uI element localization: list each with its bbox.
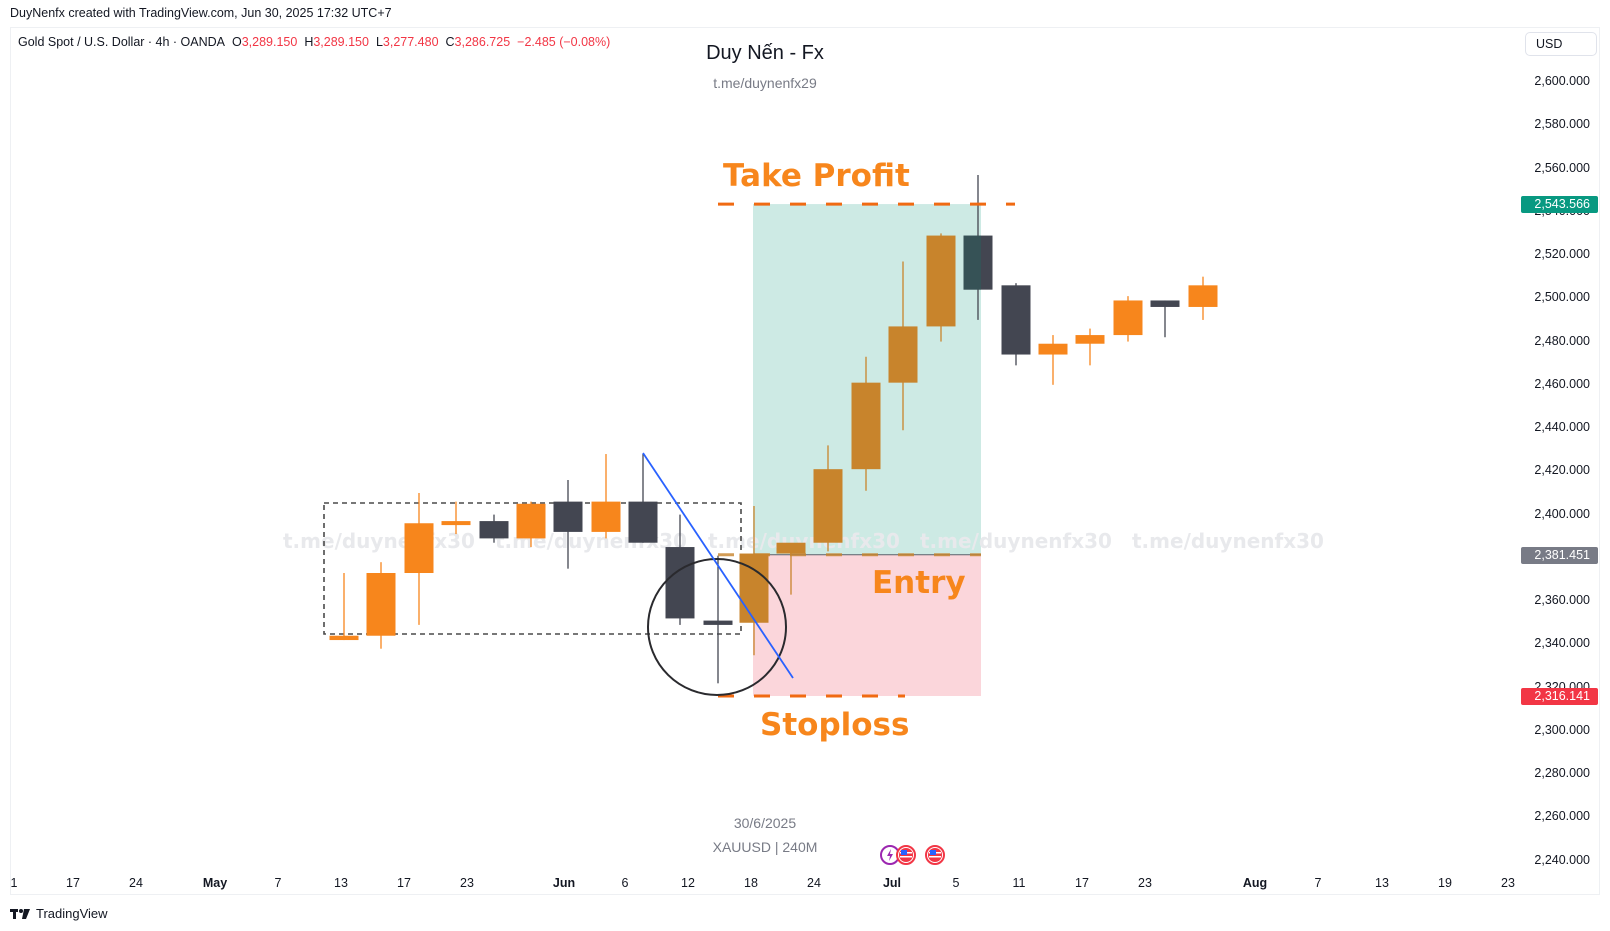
time-tick: 5 (952, 876, 960, 890)
chart-frame (10, 27, 1600, 895)
candle-body[interactable] (813, 469, 843, 543)
chart-subtitle: t.me/duynenfx29 (713, 75, 817, 91)
price-tick: 2,580.000 (1534, 117, 1590, 132)
price-tick: 2,520.000 (1534, 247, 1590, 262)
change-value: −2.485 (−0.08%) (517, 35, 611, 49)
time-tick: 13 (1375, 876, 1389, 890)
time-tick: 18 (744, 876, 758, 890)
candle-body[interactable] (329, 635, 359, 641)
time-tick: 24 (807, 876, 821, 890)
time-tick: 13 (334, 876, 348, 890)
price-tick: 2,440.000 (1534, 420, 1590, 435)
candle-body[interactable] (665, 547, 695, 619)
candle-body[interactable] (591, 501, 621, 532)
take-profit-price-label: 2,543.566 (1521, 196, 1598, 213)
time-tick: 12 (681, 876, 695, 890)
candle-body[interactable] (1075, 335, 1105, 344)
stoploss-label[interactable]: Stoploss (760, 707, 909, 743)
candle-body[interactable] (851, 382, 881, 470)
price-tick: 2,460.000 (1534, 376, 1590, 391)
price-tick: 2,480.000 (1534, 333, 1590, 348)
time-tick: 23 (1138, 876, 1152, 890)
us-flag-event-icon[interactable] (925, 845, 945, 865)
snapshot-date: 30/6/2025 (733, 815, 797, 831)
entry-label[interactable]: Entry (872, 565, 966, 601)
time-tick: 23 (1501, 876, 1515, 890)
open-value: 3,289.150 (241, 35, 298, 49)
consolidation-box[interactable] (323, 502, 742, 635)
time-tick: 7 (274, 876, 282, 890)
close-value: 3,286.725 (454, 35, 511, 49)
trendline[interactable] (642, 452, 794, 679)
high-label: H (304, 35, 314, 49)
time-tick: 24 (129, 876, 143, 890)
low-value: 3,277.480 (382, 35, 439, 49)
tradingview-logo-icon (10, 908, 30, 919)
time-tick: 11 (1012, 876, 1026, 890)
pinbar-circle[interactable] (647, 558, 787, 696)
price-tick: 2,300.000 (1534, 722, 1590, 737)
candle-body[interactable] (1188, 285, 1218, 307)
price-tick: 2,280.000 (1534, 766, 1590, 781)
candle-body[interactable] (1113, 300, 1143, 336)
stoploss-price-label: 2,316.141 (1521, 688, 1598, 705)
candle-body[interactable] (366, 573, 396, 636)
tradingview-logo-text: TradingView (36, 906, 108, 921)
time-tick: 17 (1075, 876, 1089, 890)
time-tick: 1 (10, 876, 18, 890)
time-tick: May (202, 876, 228, 890)
time-tick: 6 (621, 876, 629, 890)
time-tick: Aug (1242, 876, 1268, 890)
price-tick: 2,260.000 (1534, 809, 1590, 824)
price-tick: 2,500.000 (1534, 290, 1590, 305)
price-tick: 2,240.000 (1534, 852, 1590, 867)
time-tick: 7 (1314, 876, 1322, 890)
candle-body[interactable] (1150, 300, 1180, 307)
time-tick: Jul (882, 876, 902, 890)
candle-body[interactable] (441, 521, 471, 526)
candle-body[interactable] (516, 503, 546, 539)
candle-zone-overlay (963, 235, 981, 290)
candle-body[interactable] (1038, 343, 1068, 355)
low-label: L (375, 35, 383, 49)
candle-body[interactable] (1001, 285, 1031, 355)
candle-body[interactable] (553, 501, 583, 532)
entry-price-label: 2,381.451 (1521, 547, 1598, 564)
price-tick: 2,600.000 (1534, 74, 1590, 88)
watermark-text: t.me/duynenfx30 (1132, 529, 1324, 553)
high-value: 3,289.150 (313, 35, 369, 49)
price-tick: 2,400.000 (1534, 506, 1590, 521)
take-profit-label[interactable]: Take Profit (723, 158, 910, 194)
chart-title: Duy Nến - Fx (706, 42, 824, 64)
price-tick: 2,420.000 (1534, 463, 1590, 478)
time-tick: 19 (1438, 876, 1452, 890)
candle-body[interactable] (776, 542, 806, 554)
watermark-text: t.me/duynenfx30 (920, 529, 1112, 553)
time-tick: 17 (397, 876, 411, 890)
open-label: O (231, 35, 242, 49)
price-tick: 2,560.000 (1534, 160, 1590, 175)
close-label: C (445, 35, 455, 49)
watermark-text: t.me/duynenfx30 (283, 529, 475, 553)
time-tick: 23 (460, 876, 474, 890)
candle-body[interactable] (888, 326, 918, 383)
credit-line: DuyNenfx created with TradingView.com, J… (10, 6, 392, 20)
us-flag-event-icon[interactable] (896, 845, 916, 865)
candle-body[interactable] (628, 501, 658, 543)
candle-body[interactable] (703, 620, 733, 625)
symbol-legend: Gold Spot / U.S. Dollar · 4h · OANDA O3,… (18, 35, 617, 49)
tradingview-logo[interactable]: TradingView (10, 906, 108, 921)
time-tick: 17 (66, 876, 80, 890)
price-tick: 2,360.000 (1534, 593, 1590, 608)
candle-body[interactable] (926, 235, 956, 327)
symbol-name[interactable]: Gold Spot / U.S. Dollar · 4h · OANDA (18, 35, 226, 49)
candle-body[interactable] (404, 523, 434, 574)
time-tick: Jun (552, 876, 576, 890)
currency-button[interactable]: USD (1525, 32, 1597, 56)
price-tick: 2,340.000 (1534, 636, 1590, 651)
candle-body[interactable] (479, 521, 509, 539)
snapshot-symbol: XAUUSD | 240M (712, 839, 818, 855)
